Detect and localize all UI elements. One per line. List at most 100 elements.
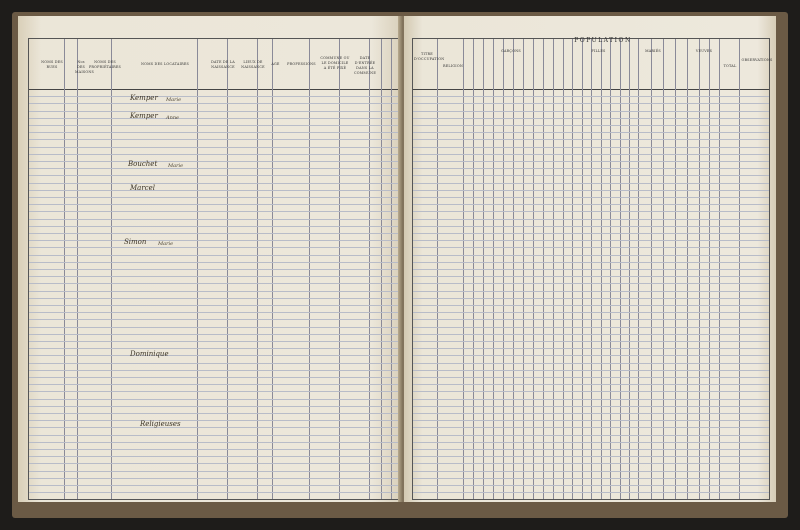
row-rule bbox=[29, 197, 399, 198]
row-rule bbox=[413, 326, 769, 328]
row-rule bbox=[29, 362, 399, 364]
entry-given: Marie bbox=[166, 97, 182, 103]
entry-name: Marcel bbox=[130, 184, 155, 192]
row-rule bbox=[29, 456, 399, 458]
left-table bbox=[28, 38, 400, 500]
row-rule bbox=[413, 441, 769, 443]
row-rule bbox=[29, 348, 399, 350]
row-rule bbox=[413, 211, 769, 213]
header-commune: COMMUNE OU LE DOMICILE A ÉTÉ FIXÉ bbox=[320, 56, 350, 70]
row-rule bbox=[413, 283, 769, 285]
row-rule bbox=[29, 125, 399, 126]
row-rule bbox=[29, 341, 399, 342]
row-rule bbox=[413, 413, 769, 414]
row-rule bbox=[29, 146, 399, 148]
row-rule bbox=[413, 117, 769, 119]
row-rule bbox=[29, 420, 399, 422]
row-rule bbox=[413, 319, 769, 321]
row-rule bbox=[29, 182, 399, 184]
row-rule bbox=[29, 405, 399, 407]
entry-given: Marie bbox=[168, 163, 184, 169]
row-rule bbox=[413, 153, 769, 155]
row-rule bbox=[29, 240, 399, 242]
entry-name: Religieuses bbox=[140, 420, 181, 428]
row-rule bbox=[29, 153, 399, 155]
header-professions: PROFESSIONS bbox=[287, 62, 316, 66]
row-rule bbox=[413, 348, 769, 350]
header-date-entree: DATE D'ENTRÉE DANS LA COMMUNE bbox=[353, 56, 377, 75]
row-rule bbox=[413, 456, 769, 458]
header-maries: MARIÉS bbox=[645, 49, 661, 53]
row-rule bbox=[29, 117, 399, 119]
row-rule bbox=[29, 398, 399, 400]
row-rule bbox=[29, 384, 399, 386]
row-rule bbox=[413, 233, 769, 234]
header-filles: FILLES bbox=[591, 49, 606, 53]
row-rule bbox=[413, 427, 769, 429]
row-rule bbox=[413, 434, 769, 436]
header-observations: OBSERVATIONS bbox=[741, 58, 773, 62]
row-rule bbox=[413, 261, 769, 263]
row-rule bbox=[29, 225, 399, 227]
row-rule bbox=[29, 276, 399, 278]
left-page bbox=[18, 16, 402, 502]
row-rule bbox=[413, 449, 769, 450]
header-population: POPULATION bbox=[574, 37, 632, 44]
row-rule bbox=[29, 261, 399, 263]
row-rule bbox=[29, 110, 399, 112]
book-gutter bbox=[398, 16, 408, 502]
header-religion: RELIGION bbox=[442, 64, 463, 68]
row-rule bbox=[413, 96, 769, 98]
header-titre: TITRE D'OCCUPATION bbox=[414, 52, 445, 61]
row-rule bbox=[413, 269, 769, 270]
row-rule bbox=[29, 312, 399, 314]
row-rule bbox=[29, 485, 399, 486]
row-rule bbox=[413, 182, 769, 184]
row-rule bbox=[29, 434, 399, 436]
row-rule bbox=[29, 319, 399, 321]
row-rule bbox=[413, 161, 769, 162]
row-rule bbox=[29, 96, 399, 98]
row-rule bbox=[413, 175, 769, 177]
row-rule bbox=[413, 125, 769, 126]
right-table bbox=[412, 38, 770, 500]
row-rule bbox=[29, 463, 399, 465]
row-rule bbox=[29, 492, 399, 494]
row-rule bbox=[29, 254, 399, 256]
header-date-naissance: DATE DE LA NAISSANCE bbox=[211, 60, 235, 69]
row-rule bbox=[29, 283, 399, 285]
row-rule bbox=[413, 290, 769, 292]
row-rule bbox=[413, 197, 769, 198]
row-rule bbox=[29, 470, 399, 472]
entry-name: Dominique bbox=[130, 350, 169, 358]
row-rule bbox=[413, 218, 769, 220]
entry-name: Simon bbox=[124, 238, 147, 246]
row-rule bbox=[413, 369, 769, 371]
row-rule bbox=[29, 449, 399, 450]
row-rule bbox=[413, 355, 769, 357]
row-rule bbox=[29, 132, 399, 134]
row-rule bbox=[29, 218, 399, 220]
row-rule bbox=[413, 297, 769, 299]
row-rule bbox=[413, 377, 769, 378]
row-rule bbox=[29, 189, 399, 191]
header-lieux: LIEUX DE NAISSANCE bbox=[241, 60, 265, 69]
row-rule bbox=[413, 477, 769, 479]
row-rule bbox=[413, 341, 769, 342]
row-rule bbox=[29, 427, 399, 429]
row-rule bbox=[29, 413, 399, 414]
row-rule bbox=[413, 132, 769, 134]
row-rule bbox=[29, 333, 399, 335]
left-header-row bbox=[29, 39, 399, 90]
row-rule bbox=[413, 146, 769, 148]
entry-given: Anne bbox=[166, 115, 180, 121]
row-rule bbox=[413, 305, 769, 306]
row-rule bbox=[29, 441, 399, 443]
row-rule bbox=[413, 485, 769, 486]
row-rule bbox=[413, 168, 769, 170]
header-proprietaires: NOMS DES PROPRIÉTAIRES bbox=[88, 60, 122, 69]
row-rule bbox=[29, 161, 399, 162]
entry-name: Kemper bbox=[130, 94, 158, 102]
row-rule bbox=[413, 312, 769, 314]
row-rule bbox=[413, 384, 769, 386]
